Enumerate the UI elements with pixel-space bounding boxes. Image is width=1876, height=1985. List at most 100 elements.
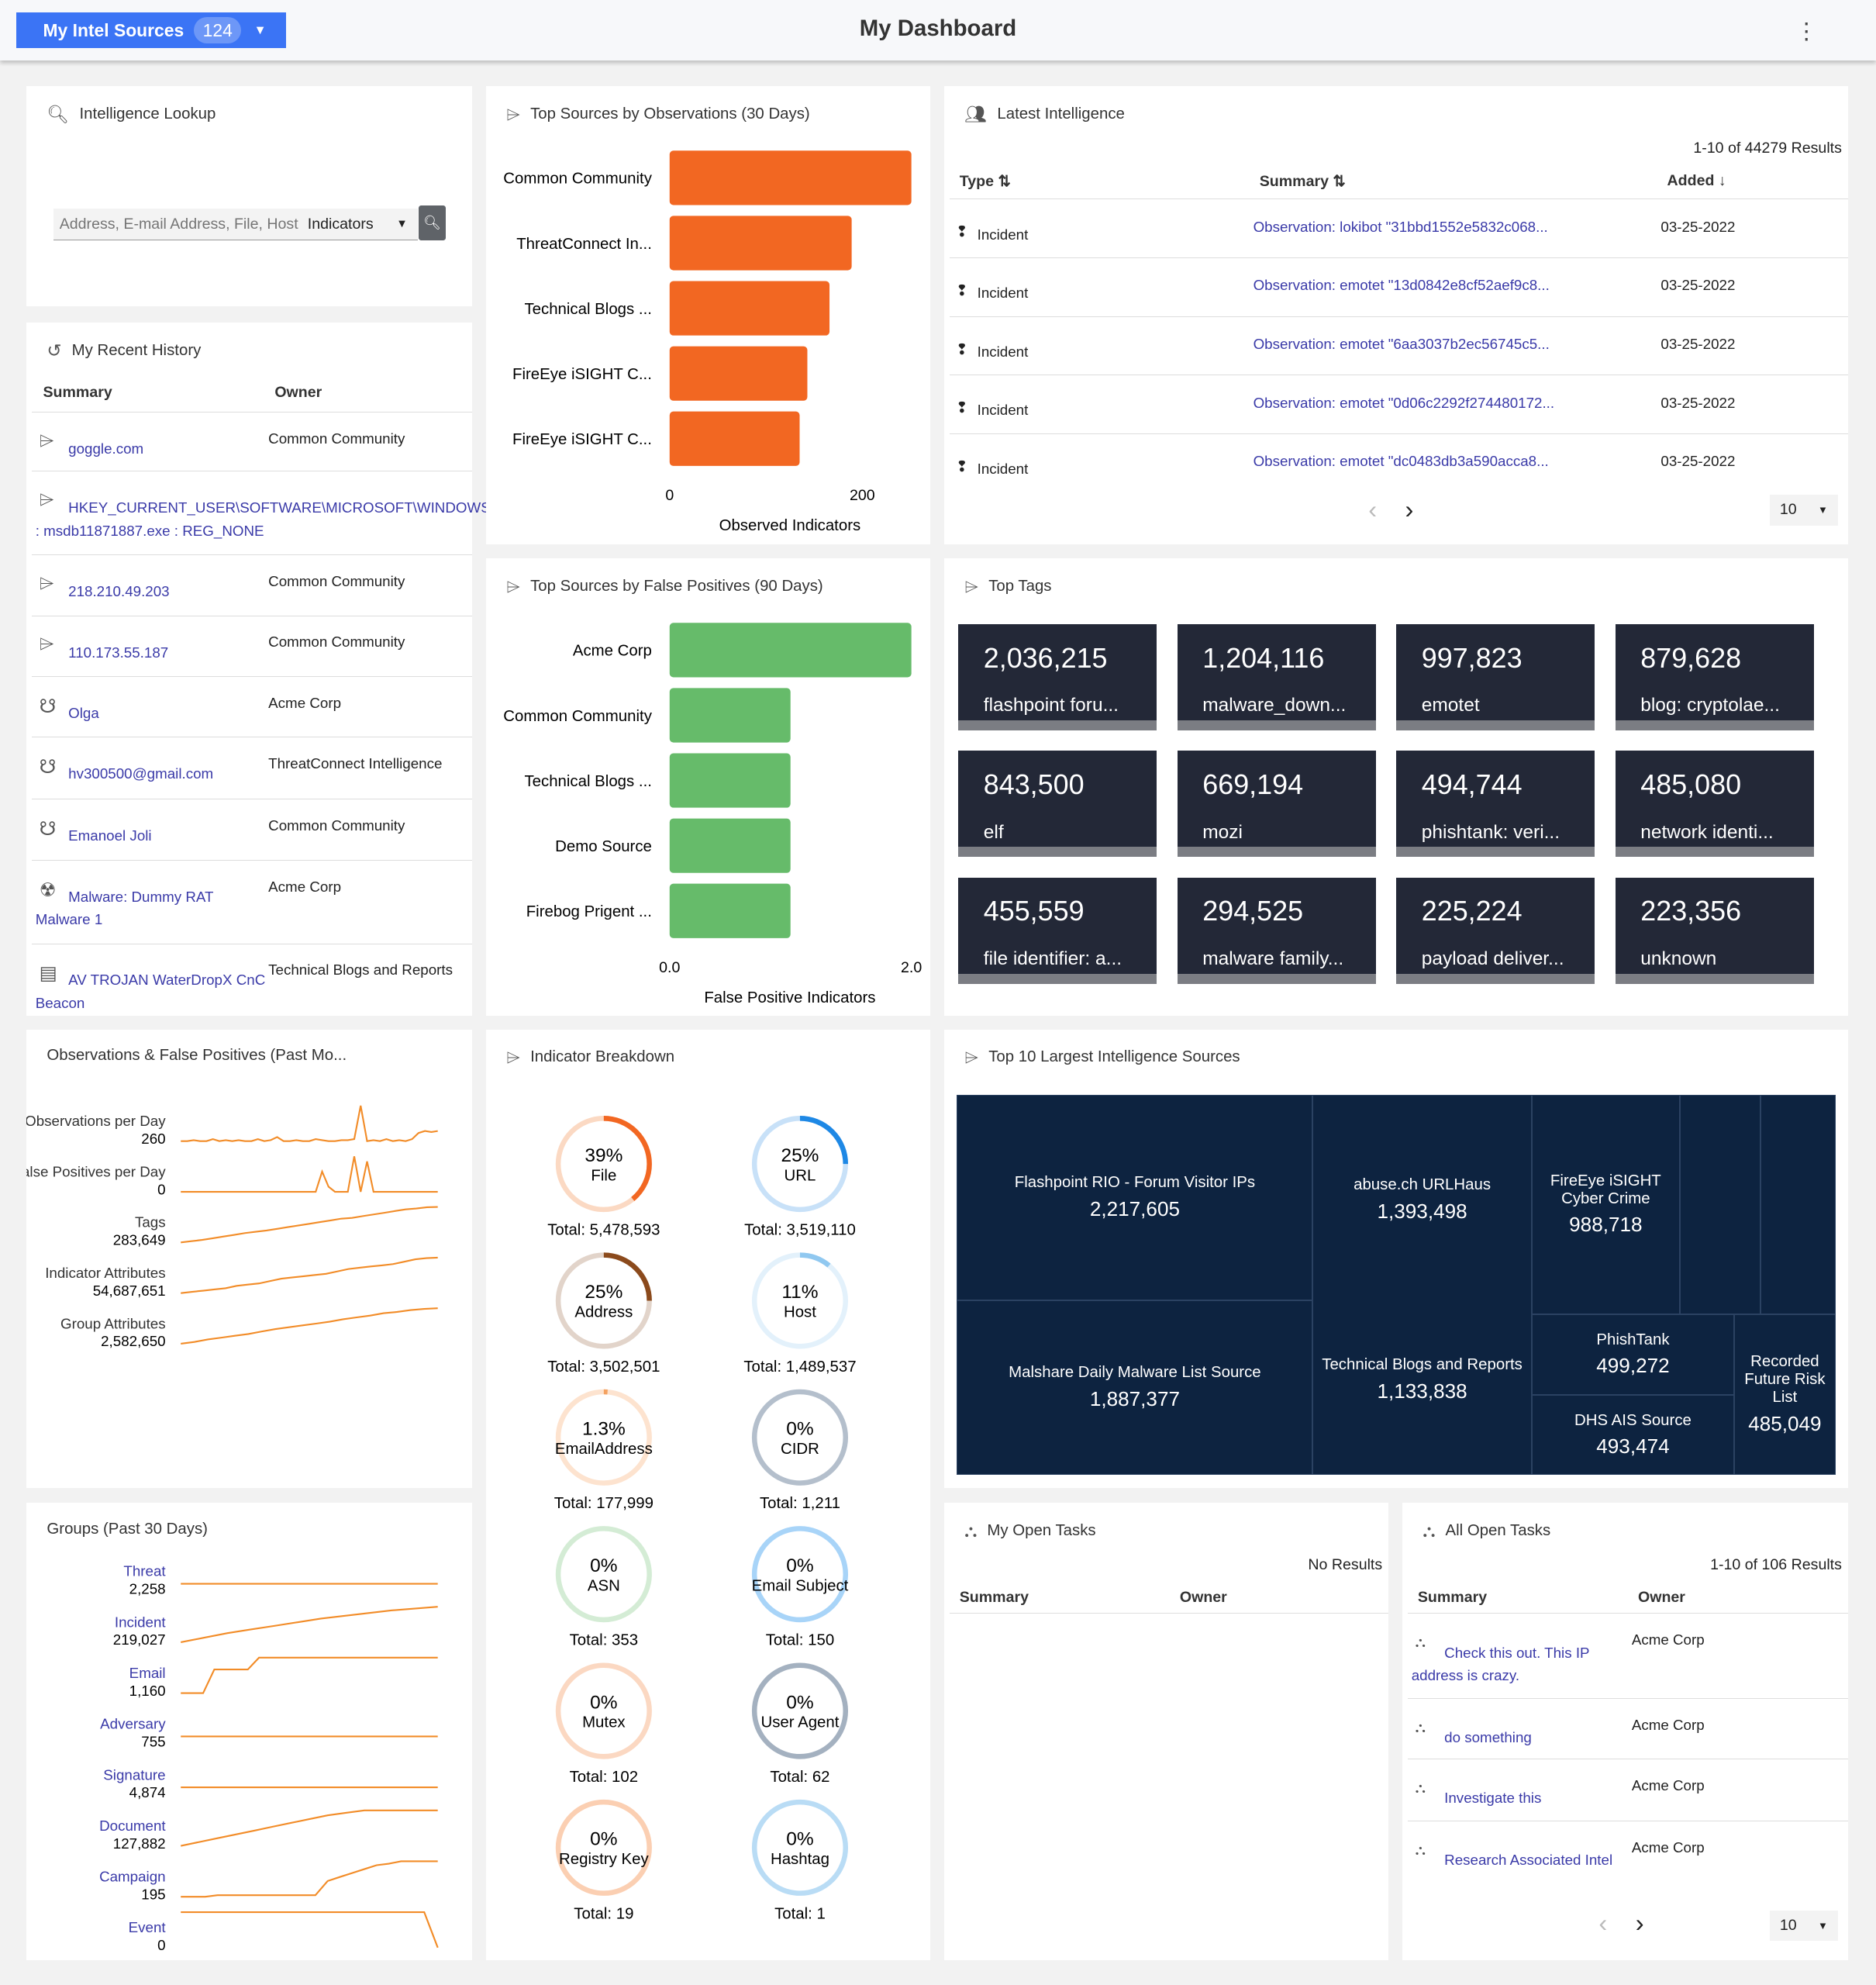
history-row[interactable]: ☋ Emanoel Joli Common Community	[31, 799, 473, 860]
bar[interactable]	[669, 688, 791, 743]
more-menu-icon[interactable]: ⋮	[1795, 18, 1818, 44]
page-size-value: 10	[1779, 1917, 1797, 1935]
history-row[interactable]: ⌲ HKEY_CURRENT_USER\SOFTWARE\MICROSOFT\W…	[31, 471, 536, 555]
history-row[interactable]: ▤ AV TROJAN WaterDropX CnC Beacon Technica…	[31, 943, 473, 1014]
bar[interactable]	[669, 346, 808, 401]
task-summary-link-cont[interactable]: address is crazy.	[1411, 1666, 1520, 1683]
tag-tile[interactable]: 455,559 file identifier: a...	[958, 877, 1157, 984]
history-row[interactable]: ⌲ goggle.com Common Community	[31, 411, 473, 472]
task-row[interactable]: ⛬ do something Acme Corp	[1407, 1697, 1849, 1759]
bar[interactable]	[669, 411, 800, 466]
task-row[interactable]: ⛬ Check this out. This IP address is craz…	[1407, 1613, 1849, 1698]
history-row[interactable]: ☋ hv300500@gmail.com ThreatConnect Intell…	[31, 737, 473, 799]
donut-label: Email Subject	[752, 1577, 849, 1594]
page-size-select[interactable]: 10 ▼	[1769, 495, 1838, 526]
my-intel-sources-button[interactable]: My Intel Sources 124 ▼	[16, 12, 287, 49]
tag-tile[interactable]: 294,525 malware family...	[1177, 877, 1376, 984]
lookup-search-button[interactable]: 🔍︎	[419, 205, 446, 241]
task-owner: Acme Corp	[1631, 1776, 1705, 1793]
history-summary-link[interactable]: Emanoel Joli	[68, 827, 152, 844]
donut-total: Total: 5,478,593	[547, 1221, 660, 1238]
history-summary-link-cont[interactable]: Malware 1	[35, 911, 103, 928]
treemap-cell[interactable]: abuse.ch URLHaus 1,393,498	[1312, 1095, 1532, 1304]
history-summary-link[interactable]: Olga	[68, 704, 99, 721]
task-row[interactable]: ⛬ Investigate this Acme Corp	[1407, 1759, 1849, 1821]
history-summary-link[interactable]: 218.210.49.203	[68, 583, 170, 600]
history-row[interactable]: ⌲ 218.210.49.203 Common Community	[31, 554, 473, 616]
history-summary-link[interactable]: HKEY_CURRENT_USER\SOFTWARE\MICROSOFT\WIN…	[68, 499, 537, 516]
bar[interactable]	[669, 281, 830, 336]
task-summary-link[interactable]: do something	[1444, 1728, 1532, 1745]
tag-tile[interactable]: 2,036,215 flashpoint foru...	[958, 624, 1157, 731]
tag-tile[interactable]: 223,356 unknown	[1615, 877, 1814, 984]
latest-row[interactable]: ❢ Incident Observation: emotet "13d0842e…	[949, 257, 1849, 316]
bar-label: FireEye iSIGHT C...	[512, 431, 652, 448]
treemap-cell[interactable]: PhishTank 499,272	[1531, 1314, 1735, 1396]
treemap-cell[interactable]: Malshare Daily Malware List Source 1,887,…	[957, 1300, 1313, 1476]
history-summary-link-cont[interactable]: Beacon	[35, 994, 85, 1011]
donut-arc[interactable]	[555, 1115, 652, 1212]
history-row[interactable]: ☋ Olga Acme Corp	[31, 675, 473, 737]
donut-arc[interactable]	[555, 1389, 652, 1486]
history-summary-link[interactable]: AV TROJAN WaterDropX CnC	[68, 972, 266, 989]
latest-summary-link[interactable]: Observation: lokibot "31bbd1552e5832c068…	[1253, 218, 1548, 235]
donut-arc[interactable]	[751, 1115, 849, 1212]
latest-summary-link[interactable]: Observation: emotet "dc0483db3a590acca8.…	[1253, 453, 1549, 470]
tag-tile[interactable]: 485,080 network identi...	[1615, 751, 1814, 858]
prev-page-icon[interactable]: ‹	[1368, 495, 1378, 524]
task-row[interactable]: ⛬ Research Associated Intel Acme Corp	[1407, 1821, 1849, 1882]
prev-page-icon[interactable]: ‹	[1598, 1907, 1608, 1937]
bar[interactable]	[669, 753, 791, 808]
series-name: Observations per Day	[26, 1113, 166, 1129]
tag-tile[interactable]: 879,628 blog: cryptolae...	[1615, 624, 1814, 731]
next-page-icon[interactable]: ›	[1405, 495, 1414, 524]
latest-summary-link[interactable]: Observation: emotet "13d0842e8cf52aef9c8…	[1253, 277, 1550, 294]
next-page-icon[interactable]: ›	[1635, 1907, 1644, 1937]
treemap-cell[interactable]: Recorded Future Risk List 485,049	[1734, 1314, 1836, 1476]
history-row[interactable]: ⌲ 110.173.55.187 Common Community	[31, 615, 473, 677]
tag-tile[interactable]: 843,500 elf	[958, 751, 1157, 858]
col-summary-sort[interactable]: Summary ⇅	[1259, 173, 1346, 191]
latest-row[interactable]: ❢ Incident Observation: emotet "dc0483db…	[949, 433, 1849, 492]
latest-row[interactable]: ❢ Incident Observation: emotet "0d06c229…	[949, 375, 1849, 433]
bar[interactable]	[669, 818, 791, 873]
task-summary-link[interactable]: Check this out. This IP	[1444, 1644, 1590, 1661]
lookup-input[interactable]	[53, 209, 314, 240]
history-summary-link-cont[interactable]: : msdb11871887.exe : REG_NONE	[35, 522, 264, 539]
donut-track	[555, 1525, 652, 1622]
treemap-cell[interactable]	[1679, 1095, 1761, 1314]
tag-tile[interactable]: 225,224 payload deliver...	[1396, 877, 1595, 984]
col-type-sort[interactable]: Type ⇅	[959, 173, 1011, 191]
tag-label: mozi	[1202, 821, 1243, 843]
bar[interactable]	[669, 216, 852, 271]
treemap-cell[interactable]	[1760, 1095, 1836, 1314]
tag-tile[interactable]: 997,823 emotet	[1396, 624, 1595, 731]
task-summary-link[interactable]: Investigate this	[1444, 1790, 1542, 1807]
latest-row[interactable]: ❢ Incident Observation: emotet "6aa3037b…	[949, 316, 1849, 375]
latest-summary-link[interactable]: Observation: emotet "6aa3037b2ec56745c5.…	[1253, 336, 1550, 353]
bar[interactable]	[669, 883, 791, 938]
treemap-cell[interactable]: Flashpoint RIO - Forum Visitor IPs 2,217,…	[957, 1095, 1313, 1301]
history-summary-link[interactable]: goggle.com	[68, 440, 144, 457]
lookup-type-select[interactable]: Indicators ▼	[301, 209, 418, 241]
history-summary-link[interactable]: hv300500@gmail.com	[68, 765, 214, 782]
treemap: Flashpoint RIO - Forum Visitor IPs 2,217,…	[957, 1095, 1836, 1476]
treemap-cell[interactable]: Technical Blogs and Reports 1,133,838	[1312, 1285, 1532, 1476]
task-summary-link[interactable]: Research Associated Intel	[1444, 1852, 1613, 1869]
tag-tile[interactable]: 669,194 mozi	[1177, 751, 1376, 858]
history-summary-link[interactable]: Malware: Dummy RAT	[68, 888, 214, 905]
bar[interactable]	[669, 150, 912, 205]
latest-row[interactable]: ❢ Incident Observation: lokibot "31bbd15…	[949, 198, 1849, 257]
history-row[interactable]: ☢ Malware: Dummy RAT Malware 1 Acme Corp	[31, 859, 473, 944]
donut-arc[interactable]	[751, 1251, 849, 1349]
donut-arc[interactable]	[555, 1251, 652, 1349]
history-summary-link[interactable]: 110.173.55.187	[68, 644, 169, 661]
treemap-cell[interactable]: DHS AIS Source 493,474	[1531, 1395, 1735, 1476]
page-size-select[interactable]: 10 ▼	[1769, 1911, 1838, 1942]
tag-tile[interactable]: 1,204,116 malware_down...	[1177, 624, 1376, 731]
bar[interactable]	[669, 623, 912, 678]
tag-tile[interactable]: 494,744 phishtank: veri...	[1396, 751, 1595, 858]
latest-summary-link[interactable]: Observation: emotet "0d06c2292f274480172…	[1253, 394, 1555, 411]
treemap-cell[interactable]: FireEye iSIGHT Cyber Crime 988,718	[1531, 1095, 1680, 1314]
col-added-sort[interactable]: Added ↓	[1667, 172, 1726, 190]
